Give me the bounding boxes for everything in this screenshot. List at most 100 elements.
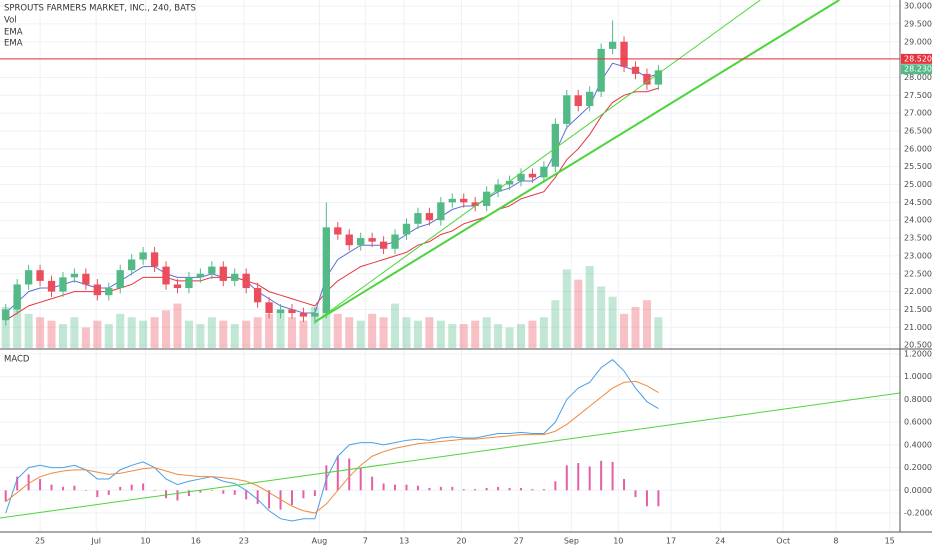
histogram-bar (645, 490, 648, 507)
volume-bar (322, 303, 331, 348)
candle-body (643, 73, 651, 85)
x-tick-label: Aug (312, 537, 328, 546)
y-tick-label: 28.0000 (904, 73, 932, 82)
volume-bar (162, 310, 171, 348)
candle-body (219, 266, 227, 281)
histogram-bar (39, 478, 42, 491)
trendline (314, 0, 761, 323)
candle-body (551, 123, 560, 167)
histogram-bar (176, 490, 179, 501)
legend-item: Vol (4, 16, 17, 26)
volume-bar (562, 269, 571, 348)
volume-bar (116, 313, 125, 348)
candle-body (185, 277, 193, 289)
volume-bar (139, 320, 148, 348)
volume-bar (356, 320, 365, 348)
trendline (0, 392, 901, 519)
candle-body (414, 213, 422, 224)
histogram-bar (600, 460, 603, 491)
candle-body (288, 309, 296, 314)
volume-bar (516, 324, 525, 348)
histogram-bar (61, 486, 64, 491)
candle-body (173, 284, 182, 289)
histogram-bar (96, 490, 99, 498)
candle-body (586, 91, 594, 107)
volume-bar (196, 324, 205, 348)
x-tick-label: Oct (776, 537, 790, 546)
histogram-bar (107, 490, 110, 495)
price-badge (901, 53, 932, 64)
candle-body (2, 309, 10, 321)
candle-body (631, 66, 640, 74)
volume-bar (242, 320, 251, 348)
histogram-bar (348, 458, 351, 491)
x-tick-label: 20 (456, 537, 466, 546)
legend-item: EMA (4, 39, 23, 49)
volume-bar (299, 320, 308, 348)
histogram-bar (256, 490, 259, 504)
histogram-bar (485, 488, 488, 491)
histogram-bar (16, 476, 19, 491)
volume-bar (207, 317, 216, 348)
y-tick-label: 25.5000 (904, 162, 932, 171)
ema-line (5, 62, 659, 314)
histogram-bar (199, 490, 202, 493)
histogram-bar (130, 484, 133, 491)
histogram-bar (165, 490, 168, 499)
y-tick-label: 26.0000 (904, 144, 932, 153)
volume-bar (104, 324, 113, 348)
histogram-bar (394, 484, 397, 491)
volume-bar (58, 324, 67, 348)
volume-bar (391, 303, 400, 348)
y-tick-label: 24.0000 (904, 216, 932, 225)
candle-body (425, 213, 434, 221)
y-tick-label: 21.5000 (904, 305, 932, 314)
volume-bar (287, 317, 296, 348)
volume-bar (551, 300, 560, 348)
volume-bar (219, 320, 228, 348)
histogram-bar (416, 485, 419, 491)
histogram-bar (565, 465, 568, 491)
histogram-bar (611, 461, 614, 491)
candle-body (208, 266, 216, 274)
candle-body (505, 180, 514, 185)
histogram-bar (245, 490, 248, 500)
volume-bar (150, 317, 159, 348)
histogram-bar (451, 486, 454, 491)
volume-bar (13, 293, 22, 348)
histogram-bar (142, 483, 145, 491)
volume-bar (482, 317, 491, 348)
legend-item: EMA (4, 28, 23, 38)
y-tick-label: 25.0000 (904, 180, 932, 189)
candle-body (322, 227, 330, 314)
histogram-bar (73, 485, 76, 491)
volume-bar (173, 303, 182, 348)
candle-body (162, 266, 170, 285)
candle-body (654, 70, 663, 85)
volume-bar (642, 300, 651, 348)
x-tick-label: 8 (833, 537, 838, 546)
candle-body (196, 273, 205, 278)
x-tick-label: 10 (140, 537, 150, 546)
candle-body (47, 280, 56, 292)
volume-bar (310, 307, 319, 348)
price-badge (901, 64, 932, 75)
volume-bar (93, 320, 102, 348)
x-tick-label: 16 (191, 537, 201, 546)
histogram-bar (508, 488, 511, 491)
trendline (314, 0, 840, 323)
histogram-bar (428, 488, 431, 491)
x-tick-label: 25 (35, 537, 45, 546)
volume-bar (448, 324, 457, 348)
y-tick-label: 30.0000 (904, 2, 932, 11)
volume-bar (70, 317, 79, 348)
y-tick-label: 23.0000 (904, 251, 932, 260)
histogram-bar (27, 474, 30, 491)
volume-bar (368, 313, 377, 348)
y-tick-label: 0.8000 (904, 395, 932, 404)
volume-bar (333, 313, 342, 348)
volume-bar (425, 317, 434, 348)
macd-line (5, 359, 659, 522)
histogram-bar (474, 489, 477, 491)
